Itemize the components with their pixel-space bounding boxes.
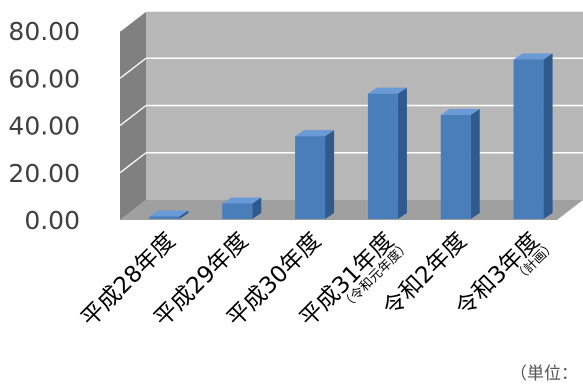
bar-front bbox=[513, 59, 544, 219]
floor bbox=[120, 200, 583, 220]
y-tick-label: 0.00 bbox=[24, 206, 80, 235]
bar bbox=[367, 87, 407, 219]
y-tick-label: 80.00 bbox=[8, 17, 80, 46]
unit-note: （単位： bbox=[510, 364, 578, 384]
bar-front bbox=[222, 203, 253, 219]
bar-front bbox=[367, 93, 398, 219]
bar-top bbox=[513, 53, 553, 60]
y-tick-label: 60.00 bbox=[8, 64, 80, 93]
bar-side bbox=[397, 87, 407, 219]
bar bbox=[295, 130, 335, 219]
bar-side bbox=[543, 53, 553, 219]
gridline-side bbox=[119, 10, 147, 32]
bars bbox=[149, 53, 553, 219]
bar bbox=[440, 108, 480, 219]
x-axis-labels: 平成28年度平成29年度平成30年度平成31年度（令和元年度）令和2年度令和3年… bbox=[77, 228, 560, 332]
bar bbox=[149, 210, 189, 219]
bar-top bbox=[367, 87, 407, 94]
bar-side bbox=[252, 197, 262, 219]
gridline-side bbox=[119, 104, 147, 127]
bar-side bbox=[470, 108, 480, 219]
bar-top bbox=[295, 130, 335, 137]
bar-front bbox=[440, 114, 471, 219]
y-axis-ticks: 0.00 20.00 40.00 60.00 80.00 bbox=[8, 17, 80, 235]
gridlines bbox=[119, 10, 583, 174]
bar-top bbox=[222, 197, 262, 204]
chart-walls bbox=[120, 11, 583, 220]
bar-side bbox=[179, 210, 189, 219]
gridline-side bbox=[119, 152, 147, 174]
bar-side bbox=[325, 130, 335, 219]
bar-top bbox=[149, 210, 189, 217]
bar bbox=[222, 197, 262, 219]
y-tick-label: 20.00 bbox=[8, 159, 80, 188]
y-tick-label: 40.00 bbox=[8, 112, 80, 141]
bar-top bbox=[440, 108, 480, 115]
bar-front bbox=[295, 136, 326, 219]
bar bbox=[513, 53, 553, 219]
bar-front bbox=[149, 216, 180, 219]
gridline-side bbox=[119, 57, 147, 79]
